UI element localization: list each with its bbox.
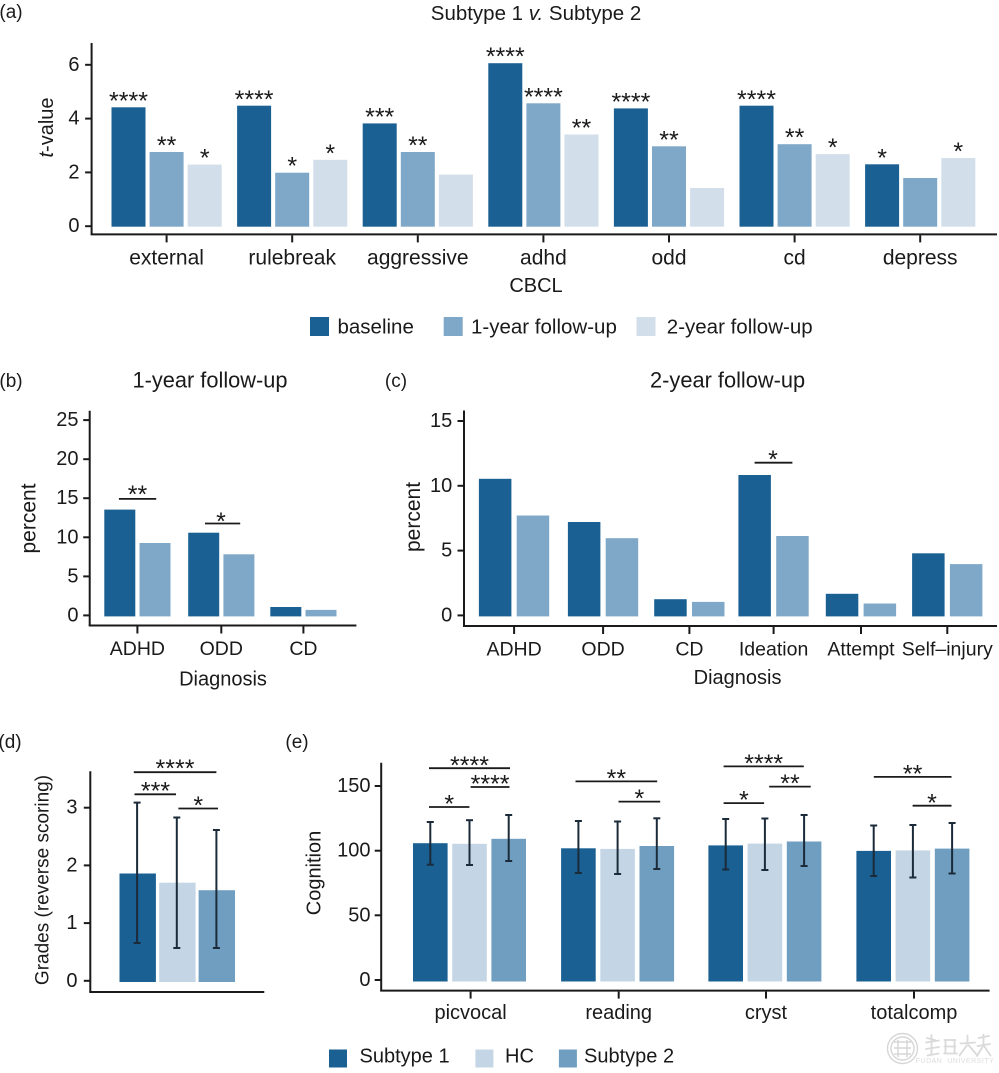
svg-text:Self–injury: Self–injury — [902, 639, 993, 661]
svg-text:Subtype 2: Subtype 2 — [584, 1046, 674, 1068]
svg-text:****: **** — [486, 43, 525, 71]
svg-text:2: 2 — [66, 854, 77, 876]
svg-text:CBCL: CBCL — [509, 275, 562, 297]
svg-text:0: 0 — [441, 604, 452, 626]
svg-text:*: * — [200, 145, 210, 173]
svg-text:***: *** — [365, 104, 394, 132]
svg-text:1-year follow-up: 1-year follow-up — [471, 316, 617, 339]
svg-text:*: * — [739, 787, 749, 815]
svg-text:3: 3 — [66, 797, 77, 819]
svg-text:15: 15 — [430, 410, 452, 432]
svg-text:*: * — [768, 446, 778, 474]
svg-text:(b): (b) — [0, 371, 23, 392]
svg-text:***: *** — [141, 778, 170, 806]
svg-text:****: **** — [109, 87, 148, 115]
svg-text:****: **** — [524, 83, 563, 111]
svg-text:external: external — [129, 247, 204, 270]
svg-text:6: 6 — [68, 54, 79, 76]
svg-text:2: 2 — [68, 161, 79, 183]
svg-text:ODD: ODD — [200, 638, 243, 660]
svg-text:CD: CD — [675, 639, 703, 661]
svg-text:100: 100 — [337, 840, 370, 862]
svg-text:Diagnosis: Diagnosis — [694, 667, 782, 689]
svg-text:percent: percent — [18, 483, 41, 553]
svg-text:**: ** — [785, 124, 805, 152]
svg-text:**: ** — [157, 132, 177, 160]
svg-text:****: **** — [471, 771, 510, 799]
svg-text:ODD: ODD — [581, 639, 624, 661]
svg-text:****: **** — [611, 88, 650, 116]
svg-text:*: * — [287, 153, 297, 181]
svg-text:25: 25 — [56, 409, 78, 431]
svg-text:0: 0 — [68, 215, 79, 237]
svg-text:1-year follow-up: 1-year follow-up — [132, 368, 287, 393]
svg-text:*: * — [325, 140, 335, 168]
svg-text:*: * — [193, 792, 203, 820]
svg-text:4: 4 — [68, 108, 79, 130]
svg-text:(a): (a) — [0, 2, 23, 23]
svg-text:Subtype 1: Subtype 1 — [360, 1046, 450, 1068]
svg-text:Cognition: Cognition — [304, 831, 326, 916]
svg-text:(e): (e) — [285, 732, 308, 753]
svg-text:*: * — [635, 785, 645, 813]
svg-text:**: ** — [659, 126, 679, 154]
svg-text:10: 10 — [56, 526, 78, 548]
svg-text:rulebreak: rulebreak — [248, 247, 336, 270]
svg-text:*: * — [927, 789, 937, 817]
svg-text:totalcomp: totalcomp — [871, 1002, 958, 1024]
svg-text:50: 50 — [348, 904, 370, 926]
svg-text:FUDAN UNIVERSITY: FUDAN UNIVERSITY — [916, 1058, 995, 1065]
svg-text:(d): (d) — [0, 732, 22, 753]
svg-text:0: 0 — [66, 970, 77, 992]
svg-text:15: 15 — [56, 487, 78, 509]
svg-text:2-year follow-up: 2-year follow-up — [667, 316, 813, 339]
svg-text:*: * — [877, 144, 887, 172]
svg-text:Attempt: Attempt — [827, 639, 895, 661]
svg-text:****: **** — [450, 752, 489, 780]
svg-text:baseline: baseline — [338, 316, 414, 339]
svg-text:Diagnosis: Diagnosis — [179, 669, 267, 691]
svg-text:Grades (reverse scoring): Grades (reverse scoring) — [33, 775, 54, 985]
svg-text:depress: depress — [883, 247, 958, 270]
svg-text:5: 5 — [67, 565, 78, 587]
svg-text:*: * — [444, 791, 454, 819]
svg-text:**: ** — [408, 132, 428, 160]
svg-text:(c): (c) — [385, 371, 407, 392]
svg-text:0: 0 — [359, 969, 370, 991]
svg-text:t-value: t-value — [36, 97, 58, 157]
svg-text:CD: CD — [289, 638, 317, 660]
svg-text:adhd: adhd — [520, 247, 567, 270]
svg-text:cd: cd — [784, 247, 806, 270]
svg-text:aggressive: aggressive — [367, 247, 469, 270]
svg-text:picvocal: picvocal — [434, 1002, 506, 1024]
svg-text:*: * — [216, 508, 226, 536]
svg-text:**: ** — [780, 770, 800, 798]
svg-text:****: **** — [235, 86, 274, 114]
svg-text:cryst: cryst — [745, 1002, 788, 1024]
svg-text:20: 20 — [56, 448, 78, 470]
svg-text:**: ** — [572, 115, 592, 143]
svg-text:**: ** — [607, 765, 627, 793]
svg-text:****: **** — [737, 86, 776, 114]
svg-text:**: ** — [128, 481, 148, 509]
svg-text:150: 150 — [337, 775, 370, 797]
svg-text:**: ** — [903, 761, 923, 789]
svg-text:****: **** — [744, 750, 783, 778]
svg-text:2-year follow-up: 2-year follow-up — [650, 368, 805, 393]
svg-text:1: 1 — [66, 912, 77, 934]
svg-text:*: * — [828, 134, 838, 162]
svg-text:0: 0 — [67, 604, 78, 626]
svg-text:5: 5 — [441, 540, 452, 562]
svg-text:reading: reading — [585, 1002, 652, 1024]
svg-text:ADHD: ADHD — [486, 639, 541, 661]
svg-text:odd: odd — [651, 247, 686, 270]
svg-text:Subtype 1 v. Subtype 2: Subtype 1 v. Subtype 2 — [431, 2, 641, 25]
svg-text:10: 10 — [430, 475, 452, 497]
svg-text:ADHD: ADHD — [110, 638, 165, 660]
svg-text:Ideation: Ideation — [739, 639, 808, 661]
svg-text:percent: percent — [402, 482, 425, 552]
svg-text:****: **** — [156, 755, 195, 783]
svg-text:HC: HC — [505, 1046, 534, 1068]
svg-text:*: * — [953, 138, 963, 166]
